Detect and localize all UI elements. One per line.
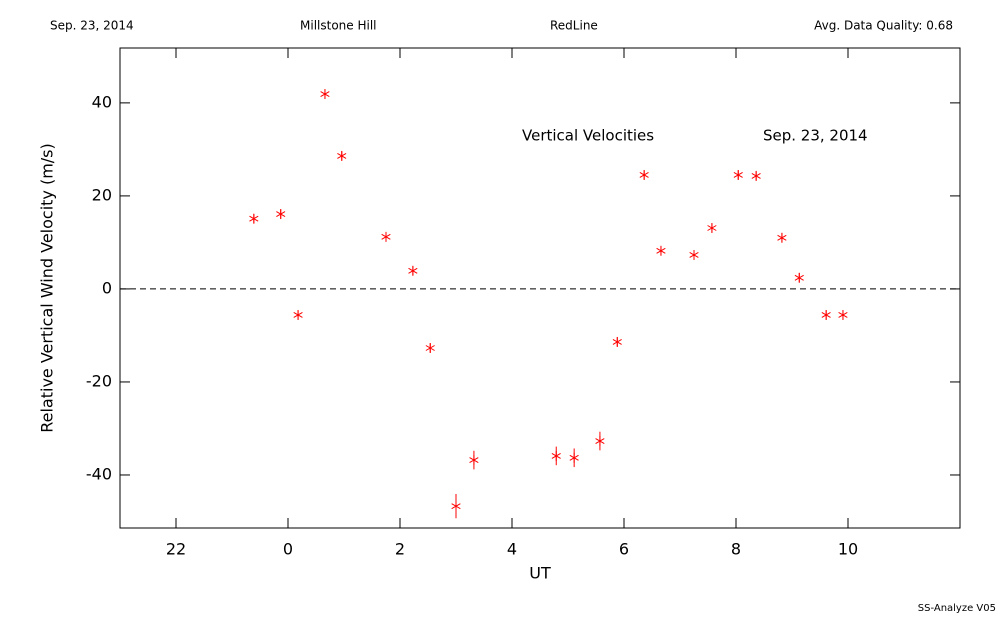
data-point: [595, 436, 605, 447]
data-point: [249, 213, 259, 224]
data-point: [733, 169, 743, 180]
data-point: [689, 249, 699, 260]
y-tick-label: 40: [92, 92, 112, 111]
plot-frame: [119, 47, 961, 529]
marker-stroke: [337, 152, 347, 159]
marker-stroke: [707, 225, 717, 231]
marker-stroke: [320, 91, 330, 97]
data-point: [276, 209, 286, 220]
data-point: [551, 450, 561, 461]
marker-stroke: [551, 452, 561, 459]
footer: SS-Analyze V05: [918, 603, 996, 614]
data-point: [794, 272, 804, 283]
marker-stroke: [751, 172, 761, 179]
data-point: [469, 455, 479, 466]
marker-stroke: [451, 503, 461, 510]
data-point: [320, 89, 330, 100]
y-tick-label: 20: [92, 185, 112, 204]
marker-stroke: [612, 339, 622, 345]
x-tick-label: 0: [283, 540, 293, 559]
annotation: Vertical Velocities: [522, 127, 654, 145]
data-point: [777, 232, 787, 243]
y-tick-label: -40: [86, 464, 112, 483]
marker-stroke: [595, 438, 605, 444]
data-point: [569, 452, 579, 463]
x-axis-label: UT: [529, 564, 551, 583]
x-tick-label: 10: [838, 540, 858, 559]
data-point: [425, 343, 435, 353]
marker-stroke: [733, 172, 743, 178]
marker-stroke: [821, 312, 831, 318]
marker-stroke: [408, 267, 418, 274]
data-point: [838, 309, 848, 320]
marker-stroke: [249, 215, 259, 222]
marker-stroke: [689, 252, 699, 258]
marker-stroke: [838, 312, 848, 318]
annotation: Sep. 23, 2014: [763, 127, 868, 145]
data-point: [639, 169, 649, 180]
data-point: [821, 309, 831, 320]
data-point: [408, 265, 418, 276]
marker-stroke: [794, 274, 804, 281]
data-point: [612, 336, 622, 347]
header-site: Millstone Hill: [300, 19, 376, 33]
data-point: [381, 231, 391, 242]
marker-stroke: [276, 211, 286, 217]
marker-stroke: [425, 345, 435, 351]
data-point: [707, 223, 717, 233]
x-tick-label: 22: [166, 540, 186, 559]
x-tick-label: 2: [395, 540, 405, 559]
marker-stroke: [777, 234, 787, 241]
y-axis-label: Relative Vertical Wind Velocity (m/s): [38, 143, 57, 433]
marker-stroke: [293, 312, 303, 318]
marker-stroke: [569, 454, 579, 461]
data-point: [293, 309, 303, 320]
data-point: [751, 170, 761, 181]
marker-stroke: [656, 247, 666, 254]
data-point: [337, 150, 347, 161]
marker-stroke: [639, 172, 649, 178]
data-point: [451, 501, 461, 512]
x-tick-label: 4: [507, 540, 517, 559]
header-line: RedLine: [550, 19, 598, 33]
marker-stroke: [469, 457, 479, 464]
y-tick-label: -20: [86, 371, 112, 390]
header-quality: Avg. Data Quality: 0.68: [814, 19, 953, 33]
x-tick-label: 8: [731, 540, 741, 559]
data-point: [656, 245, 666, 256]
marker-stroke: [381, 233, 391, 240]
header-date: Sep. 23, 2014: [50, 19, 134, 33]
x-tick-label: 6: [619, 540, 629, 559]
y-tick-label: 0: [102, 278, 112, 297]
